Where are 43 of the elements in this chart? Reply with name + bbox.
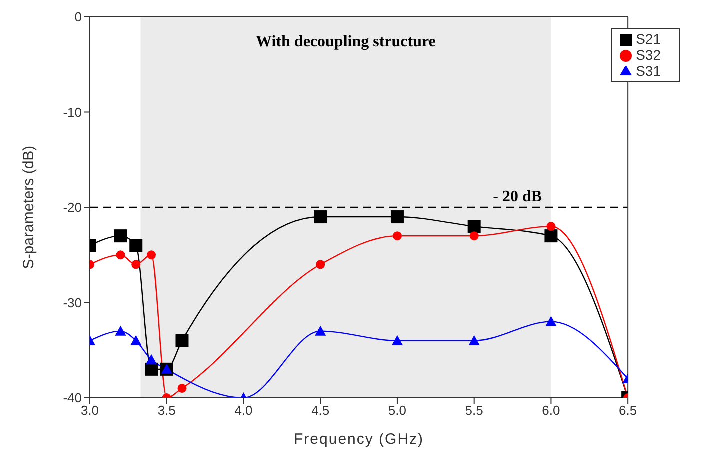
x-axis-title: Frequency (GHz)	[294, 431, 424, 448]
point	[130, 239, 143, 252]
y-tick-label: -40	[63, 390, 82, 406]
point	[544, 230, 558, 243]
point	[176, 334, 189, 348]
legend-label: S21	[636, 31, 661, 47]
point	[468, 220, 481, 234]
point	[468, 335, 480, 346]
point	[392, 232, 402, 241]
point	[390, 210, 404, 224]
y-axis-title: S-parameters (dB)	[20, 146, 38, 270]
x-tick-label: 3.0	[80, 403, 100, 418]
point	[315, 326, 326, 336]
y-tick-label: -30	[63, 295, 82, 310]
x-tick-label: 6.0	[542, 403, 560, 418]
point	[130, 335, 142, 346]
x-tick-label: 4.0	[234, 403, 253, 418]
y-tick-label: 0	[74, 10, 82, 25]
point	[114, 230, 128, 243]
point	[470, 232, 479, 241]
point	[546, 222, 556, 232]
ref-line-label: - 20 dB	[493, 188, 542, 206]
point	[314, 210, 328, 224]
point	[178, 384, 187, 393]
point	[115, 326, 126, 336]
legend-label: S32	[636, 47, 661, 63]
x-tick-label: 4.5	[312, 403, 330, 418]
point	[316, 260, 326, 270]
point	[116, 250, 126, 260]
x-tick-label: 5.0	[388, 403, 407, 418]
x-tick-label: 3.5	[158, 403, 176, 418]
legend-label: S31	[636, 63, 661, 79]
x-tick-label: 6.5	[619, 403, 638, 418]
y-tick-label: -20	[63, 200, 82, 216]
x-tick-label: 5.5	[465, 403, 484, 418]
point	[132, 260, 141, 270]
point	[392, 335, 403, 346]
point	[144, 362, 158, 376]
point	[546, 316, 557, 326]
point	[146, 354, 157, 364]
y-tick-label: -10	[63, 104, 82, 120]
band-label: With decoupling structure	[256, 33, 436, 50]
point	[146, 250, 156, 260]
